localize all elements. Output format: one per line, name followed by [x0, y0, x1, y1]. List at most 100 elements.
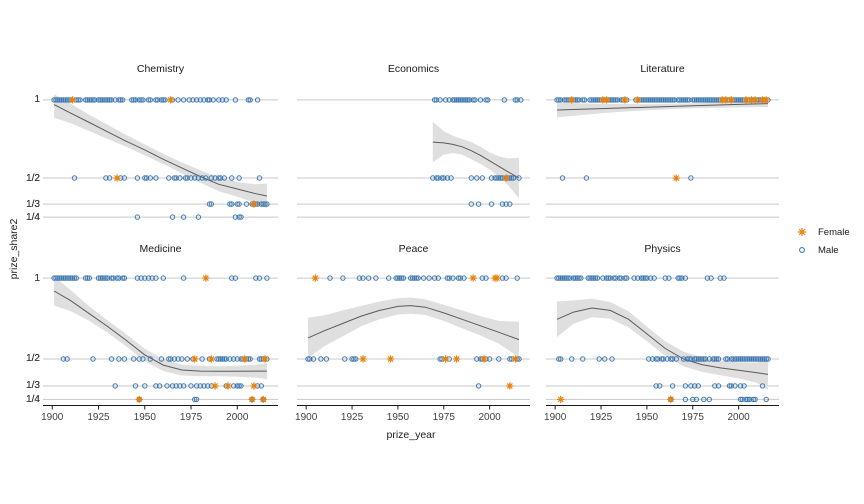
male-point: [614, 97, 621, 103]
male-point: [706, 396, 712, 403]
male-point: [131, 97, 137, 103]
male-point: [699, 97, 705, 103]
male-point: [682, 396, 689, 403]
male-point: [254, 97, 261, 103]
male-point: [184, 175, 191, 181]
male-point: [349, 356, 355, 362]
male-point: [662, 275, 668, 281]
male-point: [450, 275, 456, 281]
male-point: [666, 275, 672, 281]
x-tick-label: 1900: [544, 411, 567, 423]
male-point: [101, 97, 107, 103]
male-point: [158, 97, 165, 103]
male-point: [219, 356, 226, 362]
y-tick-label: 1/4: [26, 211, 40, 223]
male-point: [153, 175, 159, 181]
male-point: [680, 97, 687, 103]
male-point: [657, 383, 663, 389]
male-point: [55, 97, 61, 103]
x-tick-label: 1950: [133, 411, 156, 423]
male-point: [712, 383, 718, 389]
male-point: [108, 97, 115, 103]
male-point: [223, 356, 229, 362]
male-point: [216, 356, 222, 362]
male-point: [397, 275, 403, 281]
male-point: [435, 175, 441, 181]
male-point: [743, 356, 749, 362]
male-point: [134, 214, 141, 220]
male-point: [728, 383, 734, 389]
male-point: [682, 97, 689, 103]
male-point: [559, 275, 566, 281]
confidence-band: [557, 298, 768, 390]
female-point: [568, 96, 576, 104]
confidence-band: [54, 276, 267, 380]
female-point: [672, 174, 680, 182]
male-point: [166, 175, 172, 181]
male-point: [327, 275, 333, 281]
male-point: [92, 97, 98, 103]
male-point: [693, 97, 700, 103]
male-point: [395, 275, 401, 281]
female-point: [224, 382, 232, 390]
male-point: [193, 97, 200, 103]
trend-line: [53, 290, 267, 372]
male-point: [737, 383, 744, 389]
male-point: [750, 396, 756, 403]
male-point: [206, 97, 213, 103]
male-point: [149, 275, 155, 281]
male-point: [95, 275, 102, 281]
male-point: [690, 396, 696, 403]
female-point: [202, 274, 210, 282]
male-point: [180, 214, 187, 220]
male-point: [140, 356, 146, 362]
male-point: [651, 275, 657, 281]
male-point: [668, 356, 674, 362]
male-point: [609, 356, 615, 362]
male-point: [205, 383, 211, 389]
male-point: [173, 175, 179, 181]
legend-label-male: Male: [818, 244, 839, 256]
male-point: [475, 201, 482, 207]
male-point: [668, 97, 674, 103]
male-point: [340, 275, 346, 281]
trend-line: [53, 104, 268, 197]
male-point: [611, 275, 617, 281]
female-point: [621, 96, 629, 104]
y-tick-label: 1/2: [26, 172, 40, 184]
male-point: [585, 275, 591, 281]
male-point: [201, 97, 207, 103]
male-point: [51, 275, 57, 281]
male-point: [699, 356, 705, 362]
male-point: [483, 275, 489, 281]
male-point: [97, 275, 104, 281]
male-point: [666, 97, 672, 103]
male-point: [754, 356, 760, 362]
male-point: [680, 356, 687, 362]
male-point: [459, 97, 465, 103]
male-point: [657, 97, 663, 103]
male-point: [691, 356, 698, 362]
y-tick-label: 1: [34, 272, 40, 284]
female-point: [311, 274, 319, 282]
female-point: [69, 96, 77, 104]
male-point: [644, 275, 650, 281]
x-axis-title: prize_year: [386, 429, 436, 441]
male-point: [153, 383, 159, 389]
male-point: [223, 97, 229, 103]
y-tick-label: 1/2: [26, 172, 40, 184]
male-point: [119, 97, 126, 103]
male-point: [236, 175, 242, 181]
male-point: [105, 97, 111, 103]
male-point: [712, 356, 718, 362]
male-point: [193, 396, 200, 403]
male-point: [373, 275, 379, 281]
male-point: [82, 97, 89, 103]
male-point: [580, 97, 586, 103]
x-tick-label: 2000: [226, 411, 249, 423]
male-point: [192, 396, 198, 403]
male-point: [618, 275, 624, 281]
male-point: [492, 175, 498, 181]
x-tick-label: 1950: [386, 411, 410, 423]
